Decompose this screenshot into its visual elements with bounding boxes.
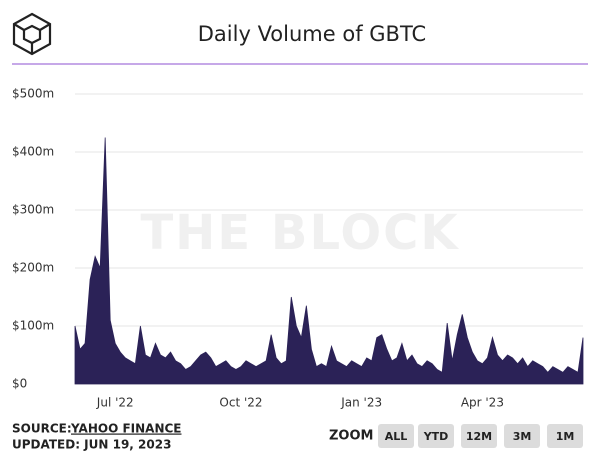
area bbox=[74, 137, 584, 385]
x-tick-label: Jul '22 bbox=[96, 396, 134, 410]
source-link[interactable]: YAHOO FINANCE bbox=[70, 422, 182, 436]
zoom-label: ZOOM bbox=[329, 429, 373, 444]
zoom-button[interactable]: 12M bbox=[461, 424, 497, 448]
x-tick-label: Apr '23 bbox=[461, 396, 504, 410]
y-tick-label: $0 bbox=[12, 377, 27, 391]
x-tick-label: Oct '22 bbox=[219, 396, 262, 410]
zoom-button[interactable]: YTD bbox=[418, 424, 454, 448]
zoom-button[interactable]: 1M bbox=[547, 424, 583, 448]
logo bbox=[12, 12, 52, 56]
y-tick-label: $200m bbox=[12, 261, 54, 275]
zoom-button-bg[interactable] bbox=[418, 424, 454, 448]
zoom-button-bg[interactable] bbox=[378, 424, 414, 448]
source-label: SOURCE: bbox=[12, 422, 72, 436]
y-tick-label: $100m bbox=[12, 319, 54, 333]
zoom-button-label[interactable]: 3M bbox=[513, 430, 532, 443]
y-tick-label: $300m bbox=[12, 203, 54, 217]
zoom-button-bg[interactable] bbox=[461, 424, 497, 448]
chart-title: Daily Volume of GBTC bbox=[198, 22, 426, 46]
zoom-button-label[interactable]: 12M bbox=[466, 430, 492, 443]
zoom-button-label[interactable]: 1M bbox=[556, 430, 575, 443]
zoom-button-label[interactable]: YTD bbox=[423, 430, 449, 443]
y-tick-label: $500m bbox=[12, 87, 54, 101]
zoom-button-bg[interactable] bbox=[547, 424, 583, 448]
x-tick-label: Jan '23 bbox=[340, 396, 382, 410]
zoom-button[interactable]: ALL bbox=[378, 424, 414, 448]
zoom-button-label[interactable]: ALL bbox=[385, 430, 408, 443]
zoom-button[interactable]: 3M bbox=[504, 424, 540, 448]
zoom-button-bg[interactable] bbox=[504, 424, 540, 448]
y-tick-label: $400m bbox=[12, 145, 54, 159]
updated-text: UPDATED: JUN 19, 2023 bbox=[12, 438, 171, 452]
watermark: THE BLOCK bbox=[140, 205, 459, 261]
